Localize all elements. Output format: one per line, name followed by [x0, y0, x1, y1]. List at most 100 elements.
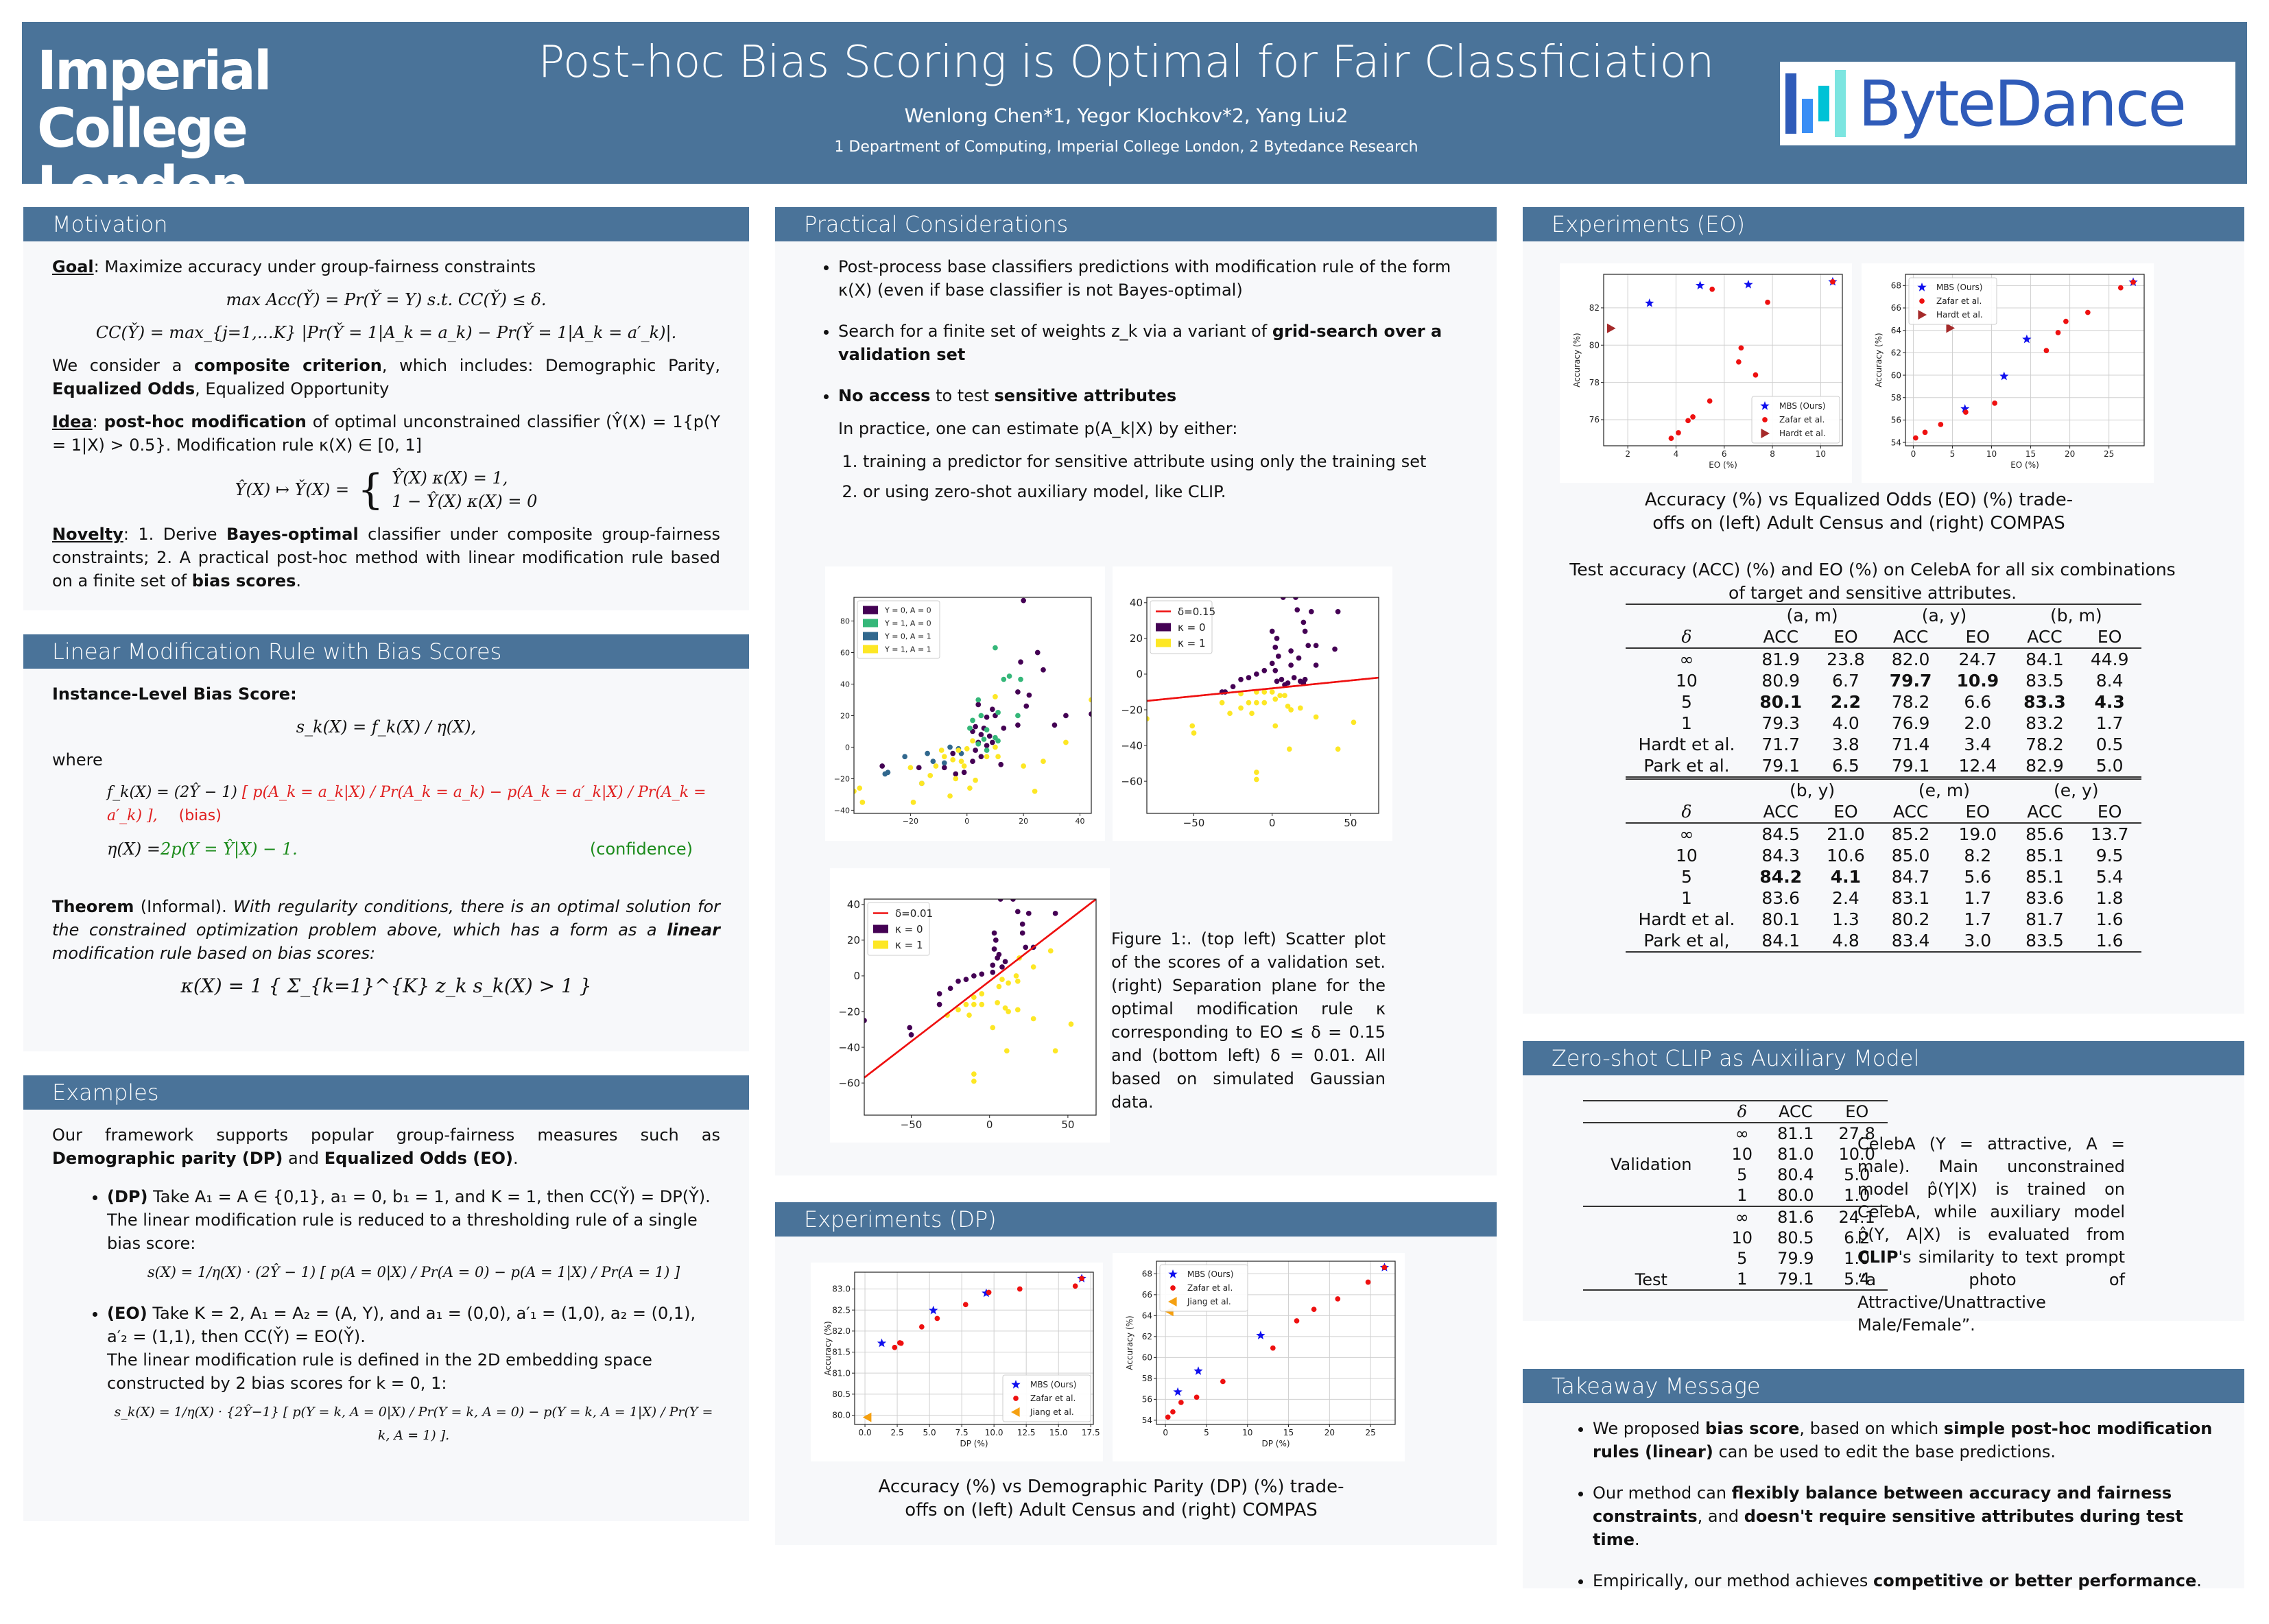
- data-point: [970, 717, 975, 724]
- data-point: [1025, 910, 1032, 916]
- x-axis-label: EO (%): [1709, 460, 1737, 470]
- table-row: 1 79.1 5.4: [1583, 1269, 1888, 1290]
- bias-score-heading: Instance-Level Bias Score:: [52, 684, 297, 704]
- data-point: [1002, 959, 1008, 964]
- data-point: [1282, 693, 1287, 699]
- legend-label: δ=0.01: [895, 907, 933, 920]
- data-point: [1381, 1265, 1388, 1271]
- data-point: [1191, 730, 1197, 736]
- data-point: [1676, 430, 1681, 435]
- table-row: 10 80.9 6.7 79.7 10.9 83.5 8.4: [1676, 671, 2124, 691]
- y-tick-label: 80: [840, 617, 850, 625]
- legend-marker-icon: [1762, 417, 1768, 422]
- data-point: [1645, 298, 1654, 307]
- data-point: [1311, 1306, 1317, 1313]
- section-heading: Experiments (EO): [1523, 207, 2244, 241]
- estimate-option-1: training a predictor for sensitive attri…: [863, 450, 1468, 473]
- data-point: [1296, 655, 1302, 661]
- data-point: [1034, 649, 1041, 656]
- x-tick-label: 4: [1674, 449, 1679, 459]
- criterion-text: We consider a composite criterion, which…: [52, 356, 721, 398]
- data-point: [970, 738, 975, 744]
- table-group-header: (a, m) (a, y) (b, m): [1626, 604, 2141, 626]
- y-tick-label: 83.0: [832, 1285, 851, 1294]
- practical-bullet-1: Post-process base classifiers prediction…: [838, 255, 1468, 302]
- legend-box: [1159, 1264, 1248, 1312]
- data-point: [1293, 597, 1298, 600]
- data-point: [1274, 678, 1280, 684]
- x-tick-label: 0: [986, 1119, 993, 1131]
- panel-experiments-eo: Experiments (EO) 2 4 6 8 10 76 78 80 82 EO (%) Acc…: [1523, 207, 2244, 1014]
- figure-separation-015: −50 0 50 −60 −40 −20 0 20 40 δ=0.15 κ = 0 κ = 1: [1113, 566, 1392, 841]
- y-axis-label: Accuracy (%): [1874, 333, 1884, 387]
- data-point: [986, 733, 993, 739]
- data-point: [1193, 1366, 1203, 1375]
- data-point: [1332, 646, 1338, 652]
- data-point: [885, 769, 891, 776]
- table-row: 5 79.9 1.0: [1737, 1249, 1870, 1268]
- modification-equation: Ŷ(X) ↦ Y̌(X) = { Ŷ(X) κ(X) = 1, 1 − Ŷ(X) …: [235, 466, 538, 514]
- data-point: [984, 743, 990, 748]
- y-tick-label: 20: [840, 711, 850, 720]
- y-tick-label: 60: [1142, 1353, 1152, 1363]
- x-tick-label: 0: [1269, 817, 1276, 829]
- data-point: [1079, 1276, 1084, 1282]
- plot-frame: [1156, 1261, 1396, 1425]
- data-point: [1261, 689, 1268, 695]
- chart-legend: δ=0.15 κ = 0 κ = 1: [1150, 600, 1215, 654]
- data-point: [1335, 746, 1341, 752]
- data-point: [1052, 722, 1058, 728]
- x-tick-label: 10: [1986, 449, 1997, 459]
- data-point: [971, 1071, 977, 1077]
- data-point: [1006, 1009, 1011, 1014]
- data-point: [1254, 776, 1259, 783]
- legend-box: [1908, 277, 1997, 325]
- data-point: [908, 1032, 914, 1038]
- legend-patch-icon: [873, 924, 888, 933]
- data-point: [975, 697, 982, 703]
- data-point: [941, 760, 947, 766]
- data-point: [1173, 1387, 1183, 1396]
- legend-marker-icon: [1011, 1407, 1020, 1417]
- confidence-tag: (confidence): [589, 839, 693, 859]
- legend-label: Y = 1, A = 0: [884, 619, 931, 628]
- data-point: [971, 973, 977, 979]
- y-tick-label: 66: [1891, 303, 1901, 313]
- data-point: [1246, 700, 1252, 706]
- data-point: [941, 754, 947, 760]
- data-point: [1018, 676, 1023, 682]
- panel-motivation: Motivation Goal: Maximize accuracy under…: [23, 207, 749, 610]
- legend-marker-icon: [1170, 1285, 1176, 1291]
- table-row: 5 80.4 5.0: [1737, 1165, 1870, 1184]
- data-point: [993, 744, 998, 750]
- chart-legend: MBS (Ours) Zafar et al. Hardt et al.: [1751, 396, 1840, 444]
- data-point: [1302, 628, 1308, 634]
- data-point: [1280, 597, 1286, 600]
- data-point: [993, 694, 998, 700]
- data-point: [918, 1324, 925, 1330]
- data-point: [986, 1289, 992, 1295]
- data-point: [1302, 676, 1308, 682]
- legend-box: [1002, 1374, 1091, 1422]
- data-point: [962, 1302, 969, 1308]
- figure-1-caption: Figure 1:. (top left) Scatter plot of th…: [1111, 929, 1386, 1112]
- x-tick-label: 2.5: [891, 1428, 904, 1437]
- y-tick-label: −60: [1121, 775, 1143, 787]
- legend-label: Hardt et al.: [1936, 310, 1983, 320]
- data-point: [1052, 1048, 1058, 1054]
- affiliations: 1 Department of Computing, Imperial Coll…: [834, 139, 1418, 156]
- x-tick-label: 25: [2104, 449, 2114, 459]
- x-tick-label: 6: [1722, 449, 1727, 459]
- data-point: [1695, 280, 1705, 289]
- practical-bullet-2: Search for a finite set of weights z_k v…: [838, 320, 1468, 366]
- y-tick-label: −40: [1121, 739, 1143, 752]
- plot-area: [1606, 276, 1838, 441]
- clip-description: CelebA (Y = attractive, A = male). Main …: [1857, 1134, 2125, 1335]
- data-point: [2022, 334, 2032, 344]
- celeba-results-table-wrap: (a, m) (a, y) (b, m) δ ACC EO ACC EO ACC EO ∞ 81.9 2…: [1523, 604, 2244, 953]
- data-point: [907, 765, 914, 771]
- data-point: [854, 788, 857, 794]
- chart-legend: Y = 0, A = 0 Y = 1, A = 0 Y = 0, A = 1 Y = …: [857, 600, 940, 659]
- data-point: [1254, 769, 1259, 775]
- data-point: [1017, 1286, 1023, 1292]
